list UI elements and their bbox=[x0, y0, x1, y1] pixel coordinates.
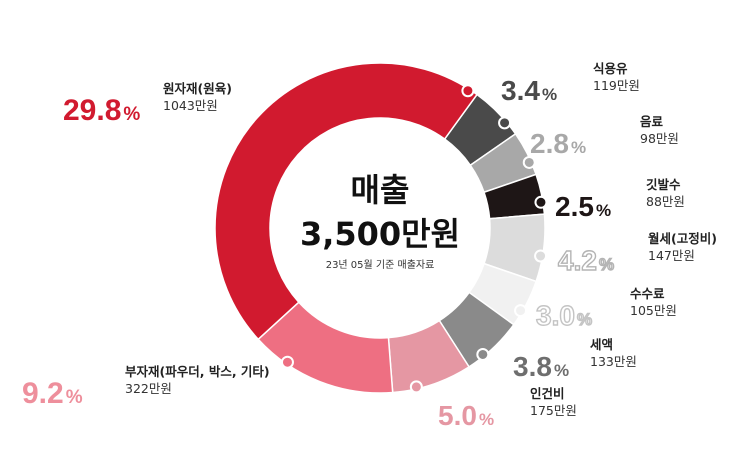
slice-percent-4: 3.0 bbox=[536, 300, 575, 331]
slice-amount-6: 175만원 bbox=[530, 403, 577, 418]
slice-percent-sign-1: % bbox=[571, 138, 586, 157]
slice-marker-6 bbox=[409, 380, 423, 394]
slice-percent-6: 5.0 bbox=[438, 400, 477, 431]
slice-marker-3 bbox=[534, 249, 548, 263]
slice-amount-1: 98만원 bbox=[640, 131, 679, 146]
slice-8 bbox=[214, 62, 479, 341]
slice-name-2: 깃발수 bbox=[646, 177, 681, 192]
slice-labels: 3.4 % 식용유 119만원 2.8 % 음료 98만원 2.5 % 깃발수 88만원 4.2 % 월세(… bbox=[22, 61, 717, 431]
slice-marker-7 bbox=[280, 355, 294, 369]
slice-percent-3: 4.2 bbox=[558, 245, 597, 276]
center-label: 매출 3,500만원 23년 05월 기준 매출자료 bbox=[300, 171, 460, 271]
slice-marker-4 bbox=[514, 304, 528, 318]
slice-name-4: 수수료 bbox=[630, 286, 665, 301]
slice-name-6: 인건비 bbox=[530, 386, 565, 401]
slice-name-5: 세액 bbox=[590, 337, 613, 352]
slice-name-0: 식용유 bbox=[593, 61, 628, 76]
slice-name-7: 부자재(파우더, 박스, 기타) bbox=[125, 364, 270, 379]
slice-markers bbox=[280, 84, 548, 394]
slice-percent-sign-0: % bbox=[542, 85, 557, 104]
slice-amount-8: 1043만원 bbox=[163, 98, 218, 113]
slice-percent-1: 2.8 bbox=[530, 128, 569, 159]
slice-percent-sign-7: % bbox=[66, 387, 83, 408]
slice-marker-1 bbox=[522, 155, 536, 169]
slice-amount-7: 322만원 bbox=[125, 381, 172, 396]
slice-percent-0: 3.4 bbox=[501, 75, 540, 106]
center-total: 3,500만원 bbox=[300, 215, 460, 253]
slice-amount-4: 105만원 bbox=[630, 303, 677, 318]
slice-percent-2: 2.5 bbox=[555, 191, 594, 222]
center-title: 매출 bbox=[351, 171, 410, 209]
slice-name-1: 음료 bbox=[640, 114, 664, 129]
slice-marker-8 bbox=[461, 84, 475, 98]
slice-percent-5: 3.8 bbox=[513, 351, 552, 382]
slice-name-3: 월세(고정비) bbox=[648, 231, 717, 246]
slice-marker-2 bbox=[534, 195, 548, 209]
slice-amount-0: 119만원 bbox=[593, 78, 640, 93]
slice-percent-sign-8: % bbox=[123, 104, 140, 125]
slice-name-8: 원자재(원육) bbox=[163, 81, 232, 96]
slice-marker-0 bbox=[498, 116, 512, 130]
slice-percent-sign-5: % bbox=[554, 361, 569, 380]
slice-percent-7: 9.2 bbox=[22, 377, 64, 410]
slice-percent-sign-2: % bbox=[596, 201, 611, 220]
slice-percent-sign-3: % bbox=[599, 255, 614, 274]
slice-percent-8: 29.8 bbox=[63, 94, 121, 127]
slice-amount-5: 133만원 bbox=[590, 354, 637, 369]
center-note: 23년 05월 기준 매출자료 bbox=[326, 259, 435, 271]
slice-percent-sign-4: % bbox=[577, 310, 592, 329]
slice-percent-sign-6: % bbox=[479, 410, 494, 429]
slice-amount-2: 88만원 bbox=[646, 194, 685, 209]
slice-marker-5 bbox=[476, 347, 490, 361]
slice-amount-3: 147만원 bbox=[648, 248, 695, 263]
